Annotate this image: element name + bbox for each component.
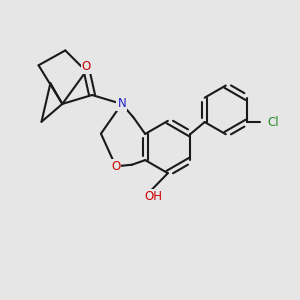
Text: OH: OH (145, 190, 163, 202)
Text: N: N (117, 98, 126, 110)
Text: Cl: Cl (268, 116, 280, 129)
Text: O: O (82, 60, 91, 73)
Text: O: O (111, 160, 120, 173)
